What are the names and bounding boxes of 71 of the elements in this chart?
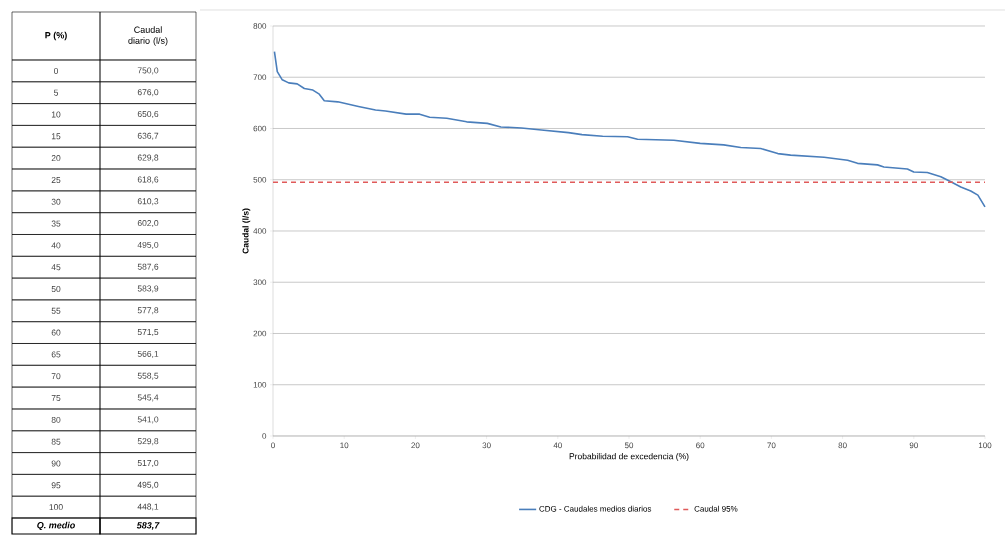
text: 25 [51, 176, 61, 183]
text: 45 [51, 264, 61, 271]
text: 571,5 [137, 329, 159, 337]
text: 636,7 [137, 132, 159, 140]
y-tick-label: 700 [253, 74, 267, 81]
legend-label: Caudal 95% [694, 505, 738, 512]
text: 85 [51, 438, 61, 445]
text: 541,0 [137, 416, 159, 424]
text: 650,6 [137, 110, 159, 118]
x-tick-label: 40 [553, 442, 562, 449]
y-tick-label: 100 [253, 381, 267, 388]
text: 35 [51, 220, 61, 227]
text: 50 [51, 285, 61, 292]
y-tick-label: 600 [253, 125, 267, 132]
text: Caudal diario (l/s) [128, 26, 168, 46]
y-tick-label: 300 [253, 279, 267, 286]
text: 558,5 [137, 372, 159, 380]
text: 618,6 [137, 176, 159, 184]
x-tick-label: 50 [624, 442, 634, 449]
text: 583,7 [136, 522, 160, 530]
text: 5 [53, 89, 59, 96]
text: 448,1 [137, 503, 159, 511]
text: 60 [51, 329, 61, 336]
y-axis-title: Caudal (l/s) [242, 208, 251, 254]
x-tick-label: 90 [909, 442, 918, 449]
text: 750,0 [137, 67, 159, 75]
y-tick-label: 200 [253, 330, 267, 337]
text: 577,8 [137, 307, 159, 315]
text: 70 [51, 373, 61, 380]
text: 566,1 [137, 350, 159, 358]
y-tick-label: 0 [262, 433, 267, 439]
text: 65 [51, 351, 61, 358]
text: 30 [51, 198, 61, 205]
x-axis-title: Probabilidad de excedencia (%) [569, 453, 689, 461]
text: 529,8 [137, 438, 159, 446]
y-tick-label: 800 [253, 23, 267, 29]
x-tick-label: 20 [411, 442, 420, 449]
text: 55 [51, 307, 61, 314]
legend-label: CDG - Caudales medios diarios [539, 505, 652, 512]
x-tick-label: 30 [482, 442, 491, 449]
text: 676,0 [137, 89, 159, 97]
text: 95 [51, 482, 61, 489]
text: 75 [51, 395, 61, 401]
y-tick-label: 500 [253, 176, 267, 183]
text: 90 [51, 460, 61, 467]
text: 583,9 [137, 285, 159, 293]
x-tick-label: 80 [838, 442, 847, 449]
text: 495,0 [137, 241, 159, 249]
text: 80 [51, 416, 61, 423]
line-series [273, 50, 986, 208]
text: 0 [53, 67, 59, 74]
text: 587,6 [137, 263, 159, 271]
x-tick-label: 0 [271, 442, 275, 449]
text: Q. medio [37, 521, 75, 531]
text: 100 [49, 504, 63, 511]
text: 629,8 [137, 154, 159, 162]
text: 517,0 [137, 459, 159, 467]
y-tick-label: 400 [253, 228, 267, 234]
x-tick-label: 60 [696, 442, 705, 449]
text: 15 [51, 133, 61, 140]
text: 495,0 [137, 481, 159, 489]
text: 610,3 [137, 198, 159, 206]
text: 40 [51, 242, 61, 249]
text: 545,4 [137, 394, 159, 402]
x-tick-label: 70 [767, 442, 776, 449]
text: 20 [51, 155, 61, 162]
x-tick-label: 10 [340, 442, 349, 449]
text: 602,0 [137, 220, 159, 228]
text: P (%) [45, 31, 67, 41]
x-tick-label: 100 [978, 442, 992, 449]
text: 10 [51, 111, 61, 118]
